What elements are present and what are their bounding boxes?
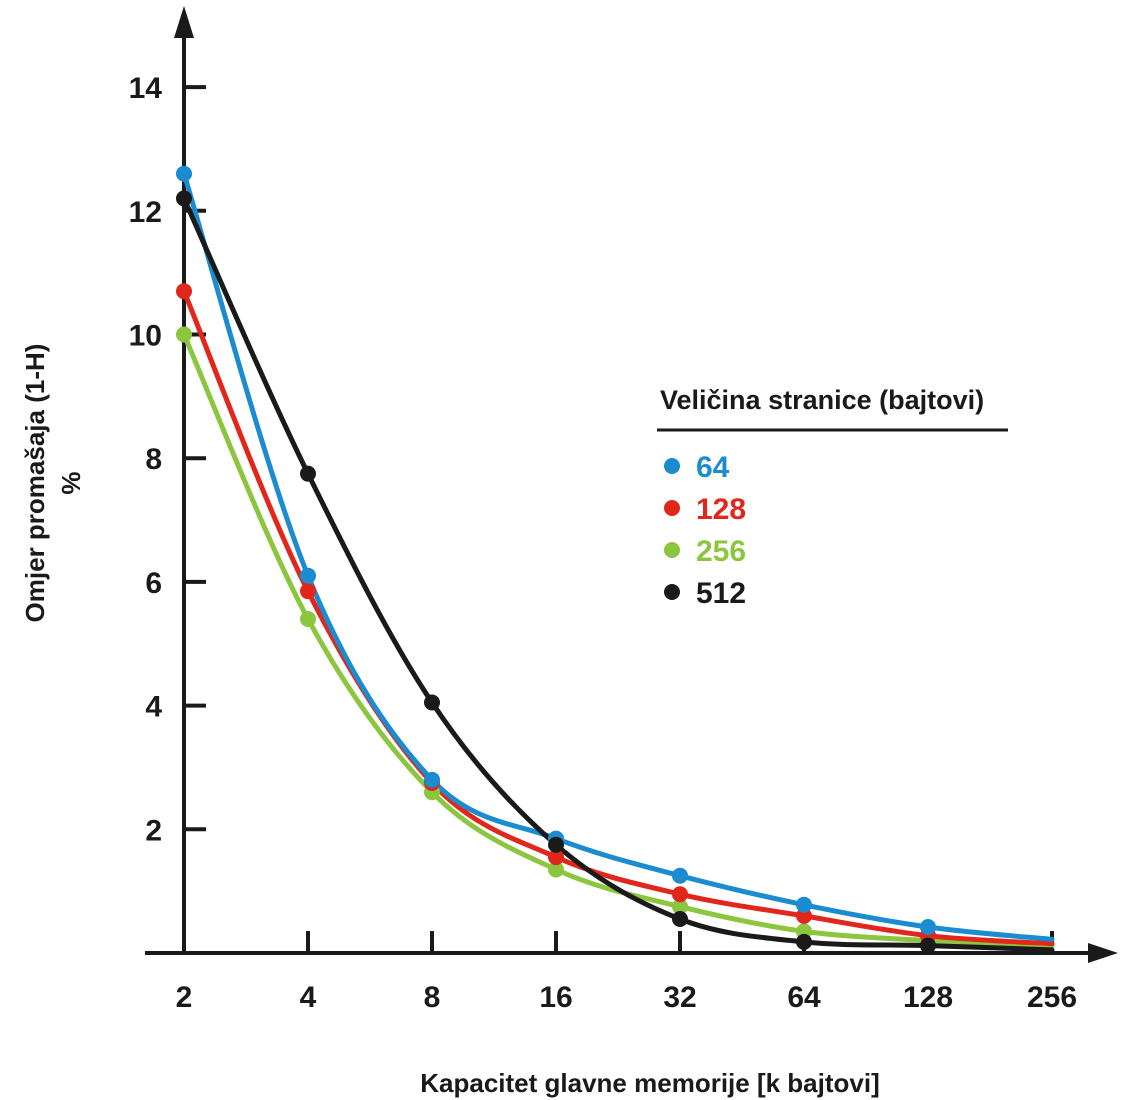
- y-tick-label: 14: [129, 72, 163, 105]
- data-point-512: [796, 933, 812, 950]
- y-tick-label: 2: [145, 814, 162, 847]
- x-tick-label: 8: [424, 981, 441, 1014]
- x-ticks: 2 4 8 16 32 64 128 256: [176, 931, 1077, 1014]
- data-point-256: [300, 611, 316, 628]
- x-axis-arrow: [1088, 943, 1118, 963]
- y-axis-arrow: [174, 6, 194, 38]
- data-point-512: [920, 937, 936, 954]
- data-point-512: [176, 190, 192, 207]
- y-axis-title: Omjer promašaja (1-H): [20, 344, 50, 623]
- x-tick-label: 16: [539, 981, 572, 1014]
- y-tick-label: 4: [145, 691, 162, 724]
- legend-marker-64: [664, 458, 680, 474]
- data-point-512: [548, 836, 564, 853]
- legend-title: Veličina stranice (bajtovi): [660, 385, 984, 415]
- data-point-64: [796, 896, 812, 913]
- data-point-128: [672, 886, 688, 903]
- y-axis-unit: %: [56, 471, 86, 494]
- data-point-512: [672, 910, 688, 927]
- legend: Veličina stranice (bajtovi) 64 128 256 512: [657, 385, 1008, 610]
- data-point-256: [176, 326, 192, 343]
- legend-marker-256: [664, 542, 680, 558]
- x-tick-label: 64: [787, 981, 821, 1014]
- data-point-128: [548, 849, 564, 866]
- data-point-512: [424, 694, 440, 711]
- data-point-256: [548, 861, 564, 878]
- y-tick-label: 8: [145, 443, 162, 476]
- series-line-256: [181, 332, 1055, 950]
- x-axis-title: Kapacitet glavne memorije [k bajtovi]: [420, 1068, 879, 1098]
- axes: [145, 6, 1118, 963]
- legend-marker-128: [664, 500, 680, 516]
- y-tick-label: 6: [145, 567, 162, 600]
- legend-label-64: 64: [696, 451, 730, 484]
- x-tick-label: 4: [300, 981, 317, 1014]
- data-point-64: [672, 867, 688, 884]
- y-tick-label: 10: [129, 320, 162, 353]
- legend-label-128: 128: [696, 493, 746, 526]
- x-tick-label: 256: [1027, 981, 1077, 1014]
- data-point-128: [300, 583, 316, 600]
- legend-marker-512: [664, 584, 680, 600]
- legend-label-512: 512: [696, 577, 746, 610]
- series-line-64: [181, 171, 1055, 942]
- y-tick-label: 12: [129, 196, 162, 229]
- data-point-512: [300, 465, 316, 482]
- series-layer: [176, 165, 1055, 954]
- data-point-64: [920, 919, 936, 936]
- legend-items: 64 128 256 512: [664, 451, 746, 610]
- data-point-64: [176, 165, 192, 182]
- legend-label-256: 256: [696, 535, 746, 568]
- data-point-64: [424, 771, 440, 788]
- x-tick-label: 2: [176, 981, 193, 1014]
- data-point-128: [176, 283, 192, 300]
- data-point-256: [672, 898, 688, 915]
- x-tick-label: 128: [903, 981, 953, 1014]
- data-point-64: [300, 567, 316, 584]
- data-point-128: [796, 907, 812, 924]
- y-ticks: 2 4 6 8 10 12 14: [129, 72, 206, 847]
- x-tick-label: 32: [663, 981, 696, 1014]
